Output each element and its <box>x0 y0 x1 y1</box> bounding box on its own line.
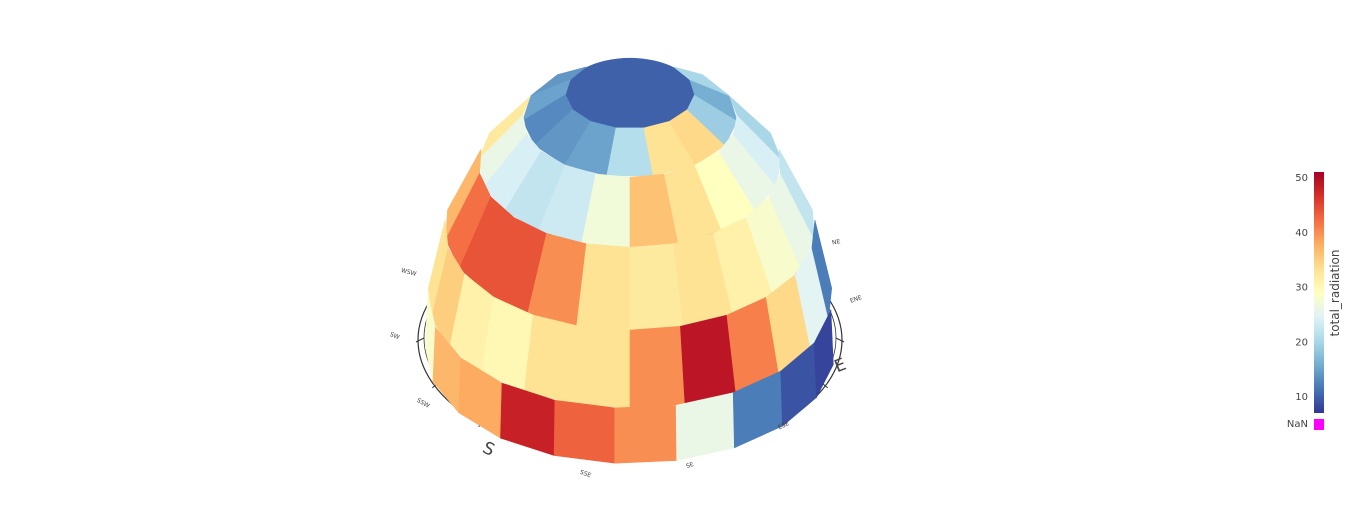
compass-tick <box>415 337 425 343</box>
dome-cell <box>576 243 631 331</box>
dome-cell <box>553 399 616 464</box>
dome-cell <box>673 66 730 96</box>
dome-cell <box>811 219 833 319</box>
compass-tick <box>835 337 845 343</box>
dir-label-e: E <box>832 355 849 378</box>
colorbar-tick-label: 20 <box>1295 337 1308 348</box>
dir-label-sw: SW <box>389 331 401 341</box>
dir-label-wsw: WSW <box>400 267 417 278</box>
colorbar-nan-swatch <box>1314 419 1324 430</box>
colorbar-tick-label: 40 <box>1295 228 1308 239</box>
dome-cell <box>523 314 580 405</box>
dome-cell <box>614 404 678 464</box>
dir-label-ene: ENE <box>849 294 863 305</box>
dir-label-se: SE <box>685 461 695 470</box>
dir-label-s: S <box>479 438 497 461</box>
colorbar-gradient <box>1314 172 1324 413</box>
dome-cell <box>813 309 834 399</box>
dome-cell <box>574 325 631 409</box>
colorbar-ticks: 10 20 30 40 50 <box>1295 173 1308 403</box>
dome-cell <box>629 325 686 409</box>
dome-cell <box>778 149 815 240</box>
colorbar-tick-label: 10 <box>1295 392 1308 403</box>
dome-cell <box>680 314 737 405</box>
dir-label-ne: NE <box>832 238 842 246</box>
dome-cell <box>729 96 782 160</box>
dir-label-ese: ESE <box>777 420 790 431</box>
dome-cells <box>424 57 834 464</box>
dome-cap <box>565 57 695 130</box>
colorbar-nan-label: NaN <box>1287 419 1308 430</box>
colorbar-tick-label: 30 <box>1295 283 1308 294</box>
colorbar-tick-label: 50 <box>1295 173 1308 184</box>
colorbar-title: total_radiation <box>1328 249 1342 336</box>
dir-label-sse: SSE <box>579 469 592 480</box>
colorbar: 10 20 30 40 50 total_radiation NaN <box>1287 172 1342 430</box>
dir-label-ssw: SSW <box>415 397 430 410</box>
